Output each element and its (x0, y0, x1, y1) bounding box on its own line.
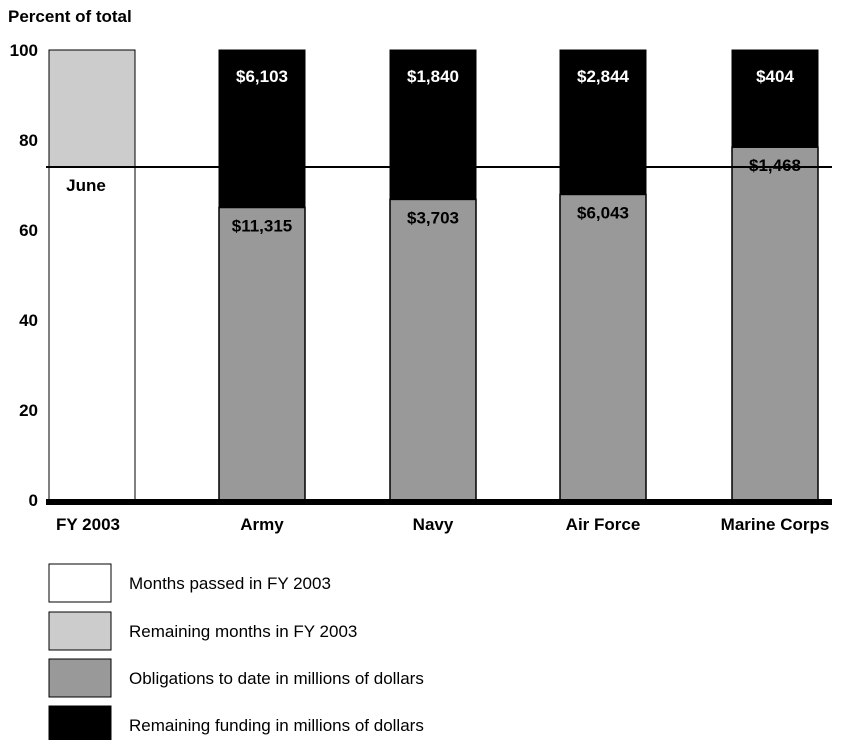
legend-swatch-1 (48, 563, 112, 603)
bars: $6,103 $11,315 $1,840 $3,703 $2,844 $6,043 $40… (46, 49, 832, 505)
reference-line-label: June (66, 176, 106, 195)
bar-fy2003-months-passed (48, 166, 136, 501)
y-axis-label: Percent of total (8, 7, 132, 26)
bar-fy2003-remaining-months (48, 49, 136, 168)
label-army-remaining: $6,103 (236, 67, 288, 86)
category-labels: FY 2003 Army Navy Air Force Marine Corps (56, 515, 829, 534)
label-air-force-remaining: $2,844 (577, 67, 630, 86)
category-label-army: Army (240, 515, 284, 534)
y-tick-label-100: 100 (10, 41, 38, 60)
bar-navy-obligations (389, 198, 477, 501)
label-army-obligations: $11,315 (232, 217, 293, 236)
bar-marine-corps-remaining (731, 49, 819, 148)
legend-label-4: Remaining funding in millions of dollars (129, 716, 424, 735)
category-label-air-force: Air Force (566, 515, 641, 534)
legend-label-2: Remaining months in FY 2003 (129, 622, 357, 641)
bar-marine-corps-obligations (731, 146, 819, 501)
label-marine-corps-obligations: $1,468 (749, 156, 801, 175)
category-label-marine-corps: Marine Corps (721, 515, 830, 534)
y-tick-label-0: 0 (29, 491, 38, 510)
label-navy-remaining: $1,840 (407, 67, 459, 86)
bar-navy-remaining (389, 49, 477, 200)
category-label-navy: Navy (413, 515, 454, 534)
label-marine-corps-remaining: $404 (756, 67, 794, 86)
y-tick-label-20: 20 (19, 401, 38, 420)
category-label-fy-2003: FY 2003 (56, 515, 120, 534)
y-tick-label-40: 40 (19, 311, 38, 330)
bar-army-remaining (218, 49, 306, 208)
bar-air-force-obligations (559, 193, 647, 501)
legend-swatch-3 (48, 658, 112, 698)
y-tick-label-60: 60 (19, 221, 38, 240)
bar-air-force-remaining (559, 49, 647, 195)
reference-line-group: June (46, 166, 832, 195)
legend-label-3: Obligations to date in millions of dolla… (129, 669, 424, 688)
legend: Months passed in FY 2003 Remaining months… (48, 563, 424, 740)
y-tick-labels: 0 20 40 60 80 100 (10, 41, 38, 510)
label-navy-obligations: $3,703 (407, 208, 459, 227)
x-axis-baseline (46, 499, 832, 505)
legend-swatch-2 (48, 611, 112, 651)
label-air-force-obligations: $6,043 (577, 203, 629, 222)
legend-swatch-4 (48, 705, 112, 740)
y-tick-label-80: 80 (19, 131, 38, 150)
bar-army-obligations (218, 206, 306, 501)
legend-label-1: Months passed in FY 2003 (129, 574, 331, 593)
